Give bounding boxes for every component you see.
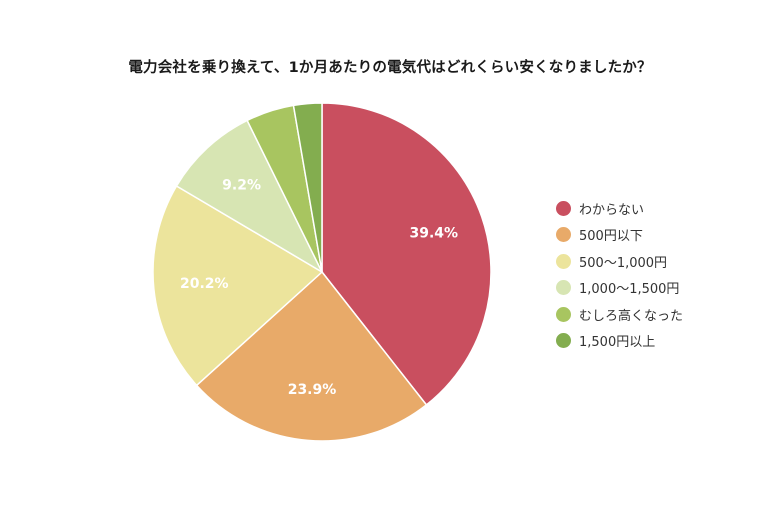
legend-swatch: [556, 200, 571, 216]
pie-slices: [152, 102, 492, 442]
legend-swatch: [556, 306, 571, 322]
legend-label: 1,500円以上: [579, 335, 656, 351]
legend-swatch: [556, 227, 571, 243]
legend-swatch: [556, 253, 571, 269]
legend-item-1: わからない: [556, 195, 683, 222]
legend-item-6: 1,500円以上: [556, 328, 683, 355]
data-label-1: 39.4%: [410, 225, 459, 241]
data-label-4: 9.2%: [222, 177, 261, 193]
legend-item-3: 500～1,000円: [556, 248, 683, 275]
legend-item-4: 1,000～1,500円: [556, 275, 683, 302]
legend-label: 1,000～1,500円: [579, 282, 680, 298]
pie-slice-4: [175, 119, 324, 274]
legend-item-2: 500円以下: [556, 222, 683, 249]
legend-label: 500円以下: [579, 229, 643, 245]
legend-swatch: [556, 280, 571, 296]
legend-item-5: むしろ高くなった: [556, 301, 683, 328]
data-label-3: 20.2%: [180, 276, 229, 292]
legend-label: わからない: [579, 202, 645, 218]
pie-data-labels: 39.4% 23.9% 20.2% 9.2%: [180, 177, 458, 398]
legend-label: 500～1,000円: [579, 255, 668, 271]
pie-slice-3: [152, 184, 324, 387]
pie-slice-2: [195, 270, 428, 442]
legend-swatch: [556, 333, 571, 349]
legend-label: むしろ高くなった: [579, 308, 684, 324]
pie-slice-6: [292, 102, 323, 273]
legend: わからない 500円以下 500～1,000円 1,000～1,500円 むしろ高くなっ…: [556, 195, 683, 354]
data-label-2: 23.9%: [288, 382, 337, 398]
chart-title: 電力会社を乗り換えて、1か月あたりの電気代はどれくらい安くなりましたか？: [128, 60, 652, 76]
pie-slice-1: [321, 102, 492, 406]
